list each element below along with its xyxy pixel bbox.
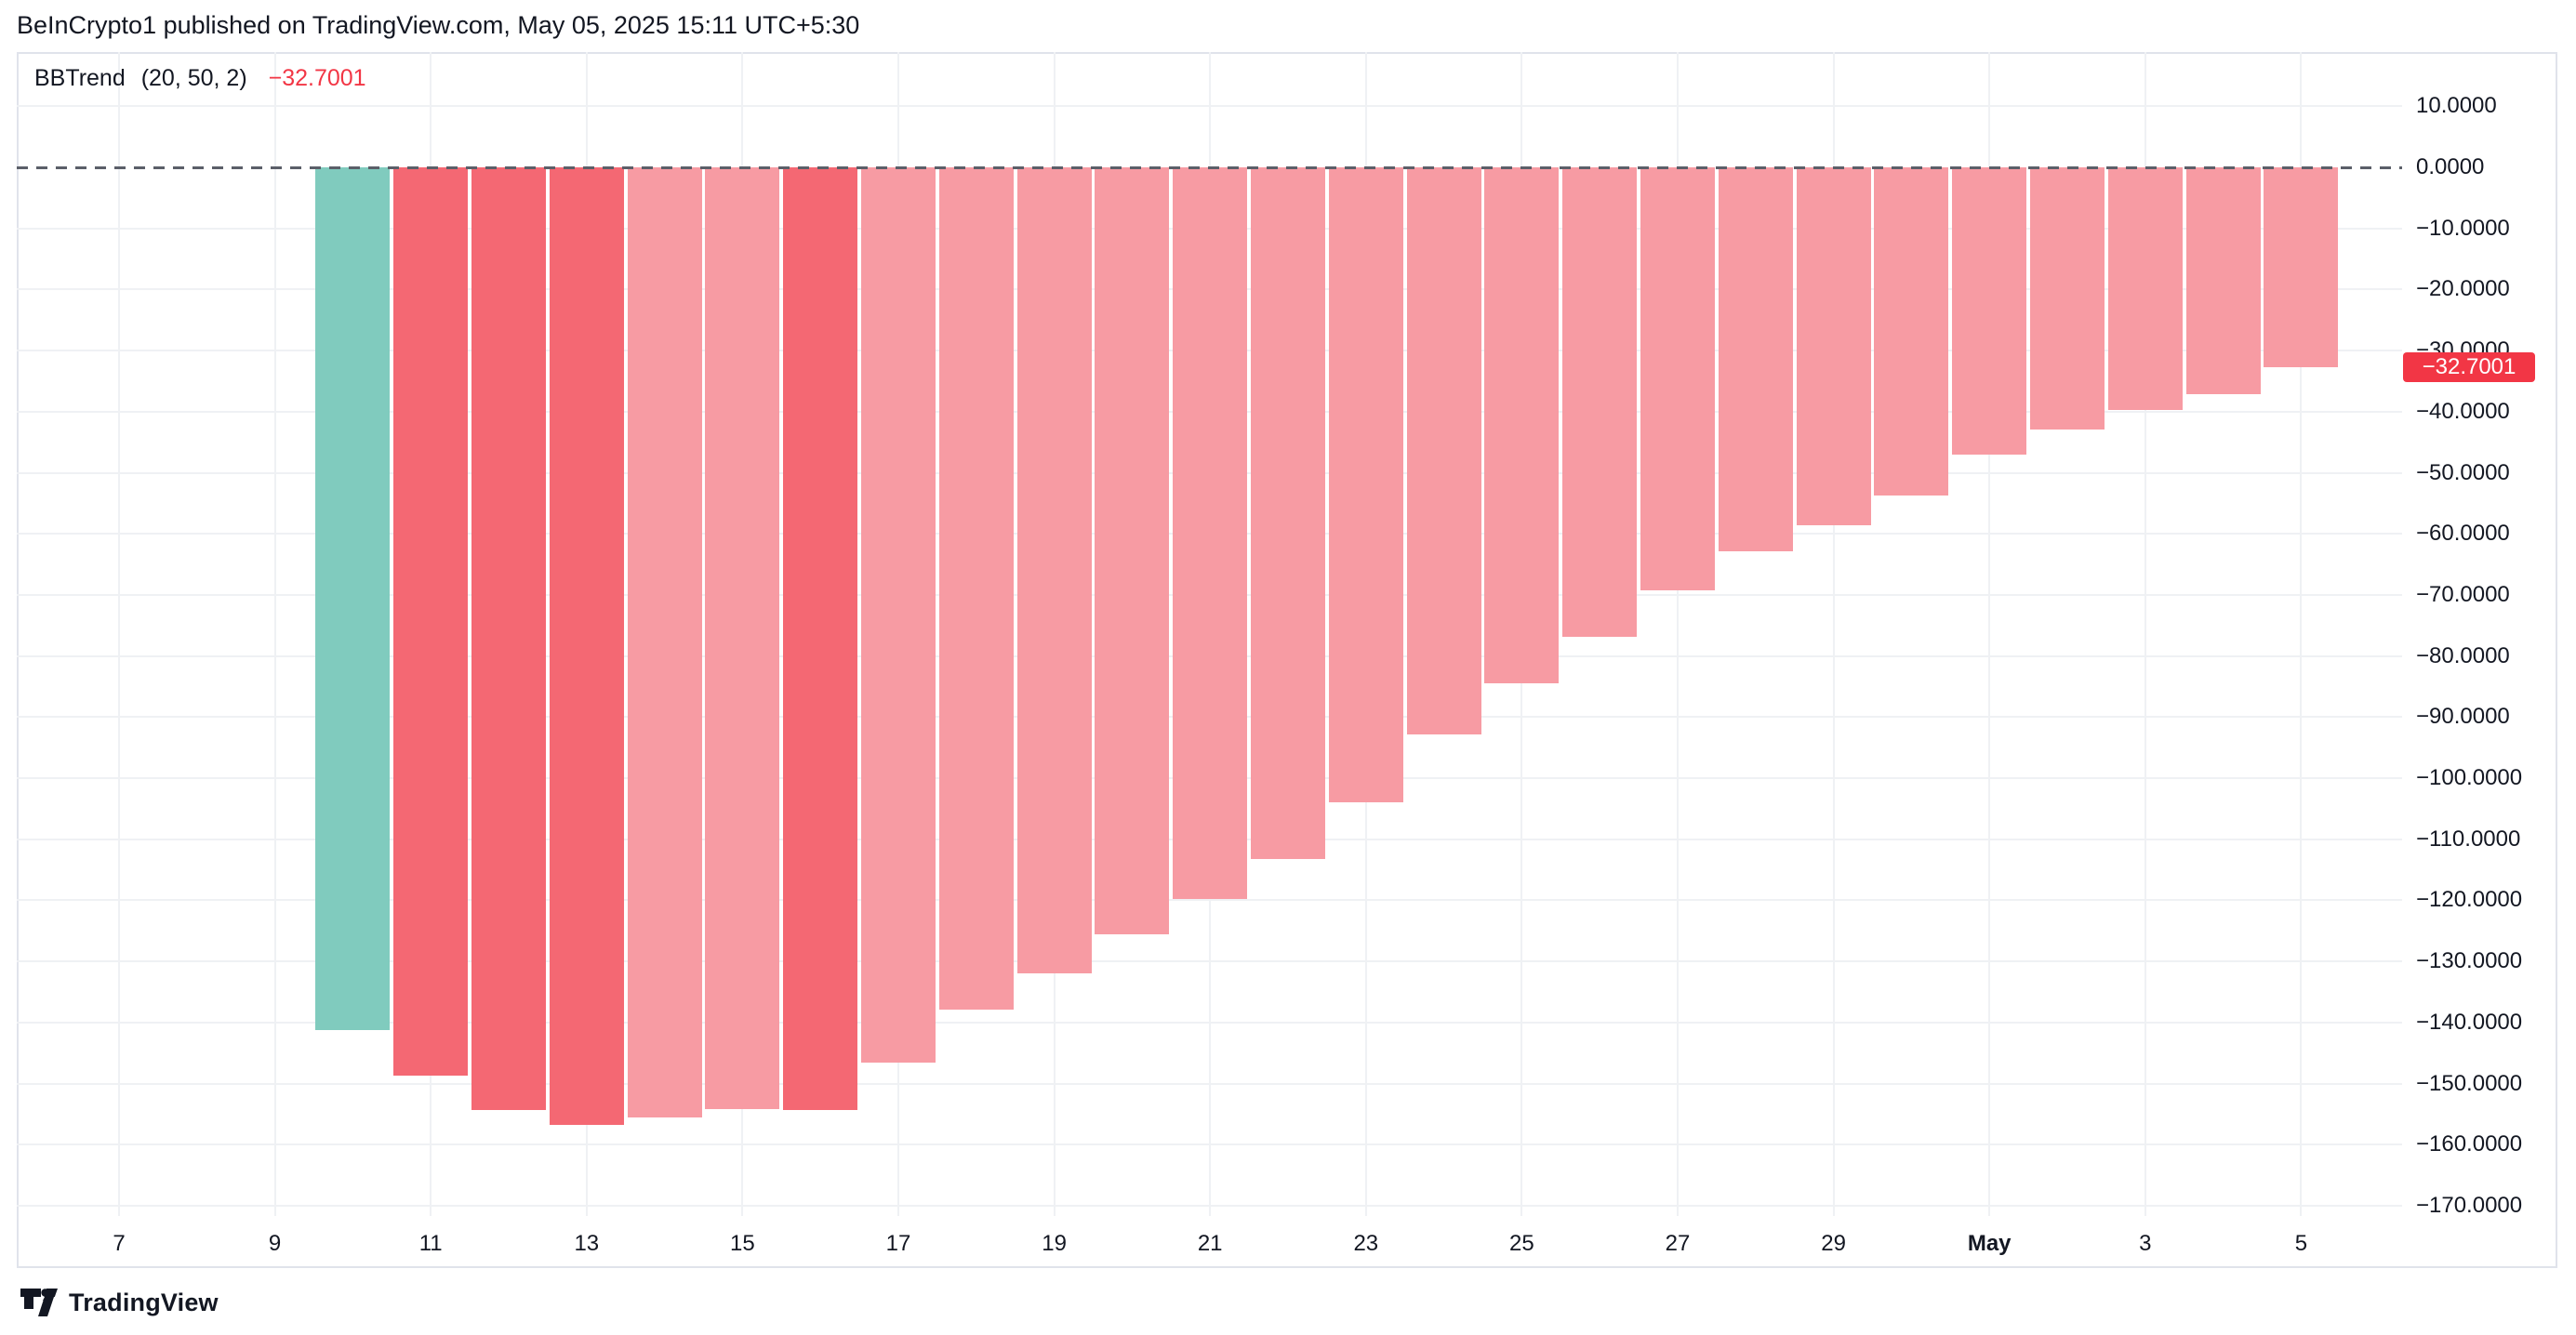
- bbtrend-bar[interactable]: [861, 167, 936, 1063]
- price-axis-label: −120.0000: [2416, 887, 2523, 913]
- price-axis-label: −40.0000: [2416, 398, 2510, 424]
- bbtrend-bar[interactable]: [705, 167, 780, 1110]
- bbtrend-bar[interactable]: [783, 167, 858, 1111]
- price-marker: −32.7001: [2403, 351, 2535, 382]
- price-axis-label: −150.0000: [2416, 1070, 2523, 1096]
- time-axis-label: 5: [2294, 1231, 2308, 1256]
- vertical-gridline: [2300, 52, 2303, 1216]
- horizontal-gridline: [17, 105, 2402, 108]
- time-axis-label: May: [1967, 1231, 2012, 1256]
- price-axis-label: −140.0000: [2416, 1009, 2523, 1035]
- price-marker-value: −32.7001: [2422, 353, 2516, 379]
- bbtrend-bar[interactable]: [1251, 167, 1325, 860]
- bbtrend-bar[interactable]: [1328, 167, 1403, 803]
- bbtrend-bar[interactable]: [2264, 167, 2339, 367]
- price-axis-label: 0.0000: [2416, 154, 2485, 179]
- vertical-gridline: [2144, 52, 2146, 1216]
- indicator-title: BBTrend: [34, 65, 126, 91]
- zero-line: [17, 166, 2402, 169]
- bbtrend-bar[interactable]: [1640, 167, 1715, 590]
- bbtrend-bar[interactable]: [549, 167, 624, 1125]
- vertical-gridline: [118, 52, 120, 1216]
- time-axis-label: 13: [574, 1231, 600, 1256]
- tradingview-mark-icon: [20, 1289, 58, 1316]
- price-axis-label: 10.0000: [2416, 93, 2497, 119]
- horizontal-gridline: [17, 960, 2402, 963]
- bbtrend-bar[interactable]: [1718, 167, 1793, 551]
- horizontal-gridline: [17, 1143, 2402, 1146]
- price-axis-label: −90.0000: [2416, 704, 2510, 730]
- price-axis-label: −110.0000: [2416, 826, 2521, 852]
- bbtrend-bar[interactable]: [1016, 167, 1092, 973]
- bbtrend-bar[interactable]: [2030, 167, 2105, 430]
- bbtrend-bar[interactable]: [471, 167, 546, 1111]
- price-axis-label: −50.0000: [2416, 459, 2510, 485]
- indicator-value: −32.7001: [268, 65, 366, 91]
- horizontal-gridline: [17, 1204, 2402, 1207]
- bbtrend-bar[interactable]: [2185, 167, 2261, 394]
- time-axis-label: 15: [730, 1231, 755, 1256]
- price-axis-label: −70.0000: [2416, 581, 2510, 607]
- bbtrend-bar[interactable]: [2107, 167, 2183, 411]
- bbtrend-bar[interactable]: [627, 167, 702, 1117]
- bbtrend-bar[interactable]: [938, 167, 1014, 1010]
- bbtrend-bar[interactable]: [1874, 167, 1949, 496]
- bbtrend-bar[interactable]: [393, 167, 469, 1076]
- bbtrend-bar[interactable]: [1796, 167, 1871, 525]
- price-axis-label: −10.0000: [2416, 215, 2510, 241]
- price-axis-label: −160.0000: [2416, 1131, 2523, 1157]
- horizontal-gridline: [17, 1082, 2402, 1085]
- bbtrend-bar[interactable]: [1952, 167, 2027, 455]
- price-axis-label: −130.0000: [2416, 948, 2523, 974]
- bbtrend-bar[interactable]: [1484, 167, 1560, 684]
- vertical-gridline: [1988, 52, 1991, 1216]
- tradingview-wordmark: TradingView: [69, 1288, 219, 1316]
- tradingview-logo[interactable]: TradingView: [20, 1286, 219, 1319]
- horizontal-gridline: [17, 1021, 2402, 1024]
- vertical-gridline: [1677, 52, 1679, 1216]
- horizontal-gridline: [17, 899, 2402, 902]
- published-attribution-line: BeInCrypto1 published on TradingView.com…: [17, 11, 860, 39]
- price-axis-label: −60.0000: [2416, 521, 2510, 547]
- vertical-gridline: [1832, 52, 1835, 1216]
- indicator-legend[interactable]: BBTrend (20, 50, 2) −32.7001: [34, 63, 366, 93]
- indicator-params: (20, 50, 2): [140, 65, 247, 91]
- time-axis-label: 29: [1821, 1231, 1846, 1256]
- time-axis-label: 25: [1509, 1231, 1534, 1256]
- time-axis-label: 17: [885, 1231, 911, 1256]
- bbtrend-bar[interactable]: [315, 167, 391, 1030]
- price-axis-label: −170.0000: [2416, 1192, 2523, 1218]
- price-axis-label: −80.0000: [2416, 642, 2510, 668]
- time-axis-label: 11: [418, 1231, 443, 1256]
- time-axis-label: 7: [113, 1231, 126, 1256]
- price-axis-label: −100.0000: [2416, 765, 2523, 790]
- vertical-gridline: [273, 52, 276, 1216]
- price-axis-label: −20.0000: [2416, 276, 2510, 302]
- bbtrend-bar[interactable]: [1173, 167, 1248, 900]
- bbtrend-bar[interactable]: [1095, 167, 1170, 934]
- time-axis-label: 23: [1353, 1231, 1379, 1256]
- time-axis-label: 21: [1197, 1231, 1223, 1256]
- time-axis-label: 3: [2139, 1231, 2152, 1256]
- time-axis-label: 27: [1665, 1231, 1691, 1256]
- bbtrend-bar[interactable]: [1406, 167, 1481, 734]
- time-axis-label: 19: [1042, 1231, 1067, 1256]
- bbtrend-bar[interactable]: [1562, 167, 1638, 638]
- time-axis-label: 9: [268, 1231, 282, 1256]
